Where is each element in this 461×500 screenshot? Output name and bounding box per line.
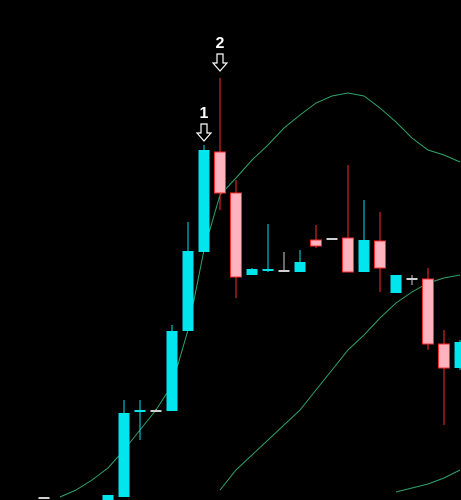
band-line [219, 274, 461, 491]
candle-body [262, 269, 274, 271]
candle-body [150, 410, 162, 412]
candle-body [326, 238, 338, 240]
candle-body [454, 342, 461, 368]
annotation-label: 2 [216, 35, 225, 52]
candle-body [390, 275, 402, 293]
candle-body [166, 331, 178, 411]
annotation-arrow [195, 123, 213, 142]
band-line [395, 469, 461, 493]
candle-body [182, 251, 194, 331]
candle-body [214, 151, 226, 194]
candle-body [230, 192, 242, 278]
candle-body [406, 278, 418, 280]
candle-body [342, 237, 354, 273]
candle-body [294, 262, 306, 272]
candle-body [438, 343, 450, 369]
candle-body [118, 413, 130, 497]
candle-body [374, 240, 386, 269]
candle-body [134, 410, 146, 412]
candle-body [310, 239, 322, 247]
candle-body [198, 150, 210, 252]
candle-body [422, 278, 434, 345]
candle-body [102, 495, 114, 500]
candle-body [358, 240, 370, 272]
annotation-label: 1 [200, 105, 209, 122]
candle-body [38, 497, 50, 499]
candle-body [246, 269, 258, 275]
candle-body [278, 270, 290, 272]
annotation-arrow [211, 53, 229, 72]
